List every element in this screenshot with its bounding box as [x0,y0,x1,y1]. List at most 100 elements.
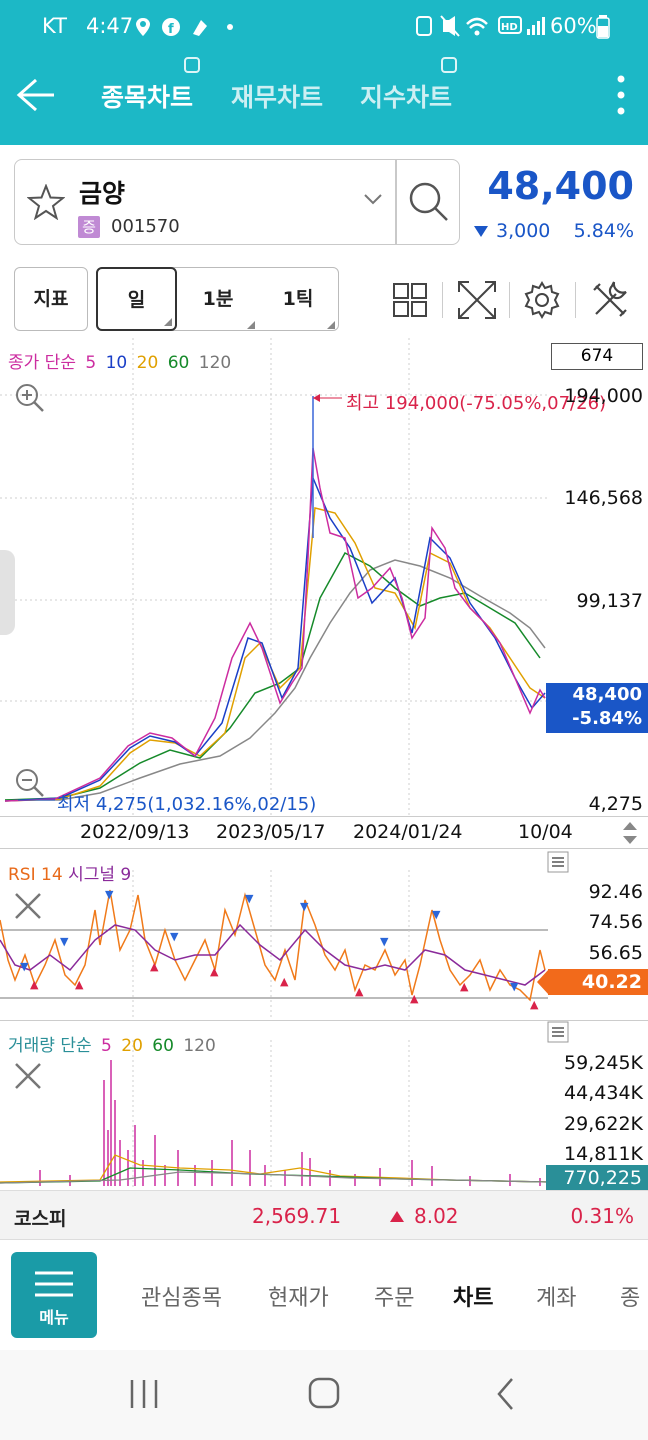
svg-text:HD: HD [501,22,518,33]
hamburger-icon [35,1271,73,1297]
rsi-legend: RSI 14 시그널 9 [8,860,131,885]
notification-icons: f [136,18,233,37]
price-chart[interactable] [0,338,648,818]
zoom-in-icon[interactable] [12,380,46,414]
star-icon[interactable] [27,184,65,220]
side-drawer-handle[interactable] [0,550,15,635]
search-icon[interactable] [407,180,451,224]
volume-legend: 거래량 단순 5 20 60 120 [8,1031,220,1056]
carrier-label: KT [42,14,67,38]
tab-financial-chart[interactable]: 재무차트 [231,83,324,112]
svg-text:▲: ▲ [30,978,39,991]
market-badge: 증 [78,216,100,238]
more-menu-icon[interactable] [614,74,628,116]
nav-more[interactable]: 종 [620,1286,641,1311]
high-annotation: 최고 194,000(-75.05%,07/26) [346,393,607,414]
legend-ma60: 60 [167,353,190,373]
menu-button[interactable]: 메뉴 [11,1252,97,1338]
expand-icon[interactable] [457,280,497,320]
rsi-legend-a: RSI 14 [8,865,63,885]
rsi-legend-b: 시그널 9 [68,865,132,885]
volume-legend-ma20: 20 [121,1036,143,1056]
recent-apps-icon[interactable] [128,1378,160,1410]
indicator-button[interactable]: 지표 [14,267,88,331]
period-day-button[interactable]: 일 [96,267,177,331]
home-icon[interactable] [307,1376,341,1410]
volume-y-label-2: 44,434K [564,1082,643,1104]
grid-layout-icon[interactable] [392,282,428,318]
svg-text:▲: ▲ [280,975,289,988]
index-change-pct: 0.31% [570,1204,634,1228]
nav-watchlist[interactable]: 관심종목 [141,1286,222,1311]
stock-code: 001570 [111,216,180,237]
svg-text:▲: ▲ [410,992,419,1005]
up-triangle-icon [390,1211,404,1222]
close-panel-icon[interactable] [12,890,44,922]
price-change-pct: 5.84% [573,220,634,242]
index-change: 8.02 [414,1204,459,1228]
tab-stock-chart[interactable]: 종목차트 [101,83,194,112]
current-price-badge-pct: -5.84% [572,708,642,729]
volume-legend-ma5: 5 [101,1036,112,1056]
x-label-3: 2024/01/24 [353,821,463,843]
battery-icon [596,15,610,39]
period-1tick-label: 1틱 [282,288,314,310]
volume-chart[interactable] [0,1040,548,1188]
volume-current-badge: 770,225 [546,1165,648,1191]
legend-label: 종가 단순 [8,353,76,373]
index-ticker-bar[interactable]: 코스피 2,569.71 8.02 0.31% [0,1190,648,1240]
volume-legend-label: 거래량 단순 [8,1036,92,1056]
volume-legend-ma60: 60 [152,1036,174,1056]
panel-menu-icon[interactable] [547,1021,569,1043]
volume-y-label-4: 14,811K [564,1143,643,1165]
current-price-badge-value: 48,400 [572,684,642,705]
svg-text:▼: ▼ [105,888,114,901]
legend-ma20: 20 [136,353,159,373]
index-value: 2,569.71 [252,1204,342,1228]
nav-current-price[interactable]: 현재가 [268,1286,329,1311]
chevron-down-icon[interactable] [363,192,383,206]
svg-text:f: f [168,22,174,37]
panel-divider [0,1020,648,1021]
system-navigation-bar [0,1350,648,1440]
rsi-chart[interactable]: ▼ ▼ ▼ ▼ ▼ ▼ ▼ ▼ ▼ ▲ ▲ ▲ ▲ ▲ ▲ ▲ ▲ ▲ [0,870,548,1020]
y-label-max: 194,000 [564,385,643,407]
gear-icon[interactable] [522,280,562,320]
svg-text:▲: ▲ [210,965,219,978]
svg-text:▼: ▼ [60,935,69,948]
low-annotation: 최저 4,275(1,032.16%,02/15) [57,794,317,815]
nav-order[interactable]: 주문 [374,1286,415,1311]
back-arrow-icon[interactable] [16,78,56,112]
nav-chart[interactable]: 차트 [453,1286,494,1311]
svg-text:▲: ▲ [150,960,159,973]
stock-selector[interactable]: 금양 증 001570 [14,159,460,245]
back-icon[interactable] [494,1376,518,1412]
tools-icon[interactable] [590,280,630,320]
svg-text:▲: ▲ [75,978,84,991]
nav-account[interactable]: 계좌 [536,1286,577,1311]
y-label-min: 4,275 [588,793,643,815]
zoom-out-icon[interactable] [12,765,46,799]
volume-legend-ma120: 120 [183,1036,216,1056]
panel-menu-icon[interactable] [547,851,569,873]
svg-text:▲: ▲ [460,980,469,993]
toolbar-divider [442,282,443,318]
close-panel-icon[interactable] [12,1060,44,1092]
status-bar: KT 4:47 f HD 60% [0,0,648,52]
panel-divider [0,848,648,849]
svg-text:▼: ▼ [245,892,254,905]
toolbar-divider [509,282,510,318]
ma-legend: 종가 단순 5 10 20 60 120 [8,348,235,373]
scroll-updown-icon[interactable] [621,820,639,846]
x-label-4: 10/04 [518,821,573,843]
period-1tick-button[interactable]: 1틱 [258,268,338,332]
rsi-y-label-1: 92.46 [588,881,643,903]
divider [395,160,397,244]
tab-index-chart[interactable]: 지수차트 [360,83,453,112]
period-day-label: 일 [127,289,146,311]
visible-count-box[interactable]: 674 [551,343,643,370]
period-1min-button[interactable]: 1분 [178,268,258,332]
indicator-button-label: 지표 [33,288,69,310]
period-1min-label: 1분 [202,288,234,310]
volume-y-label-1: 59,245K [564,1052,643,1074]
